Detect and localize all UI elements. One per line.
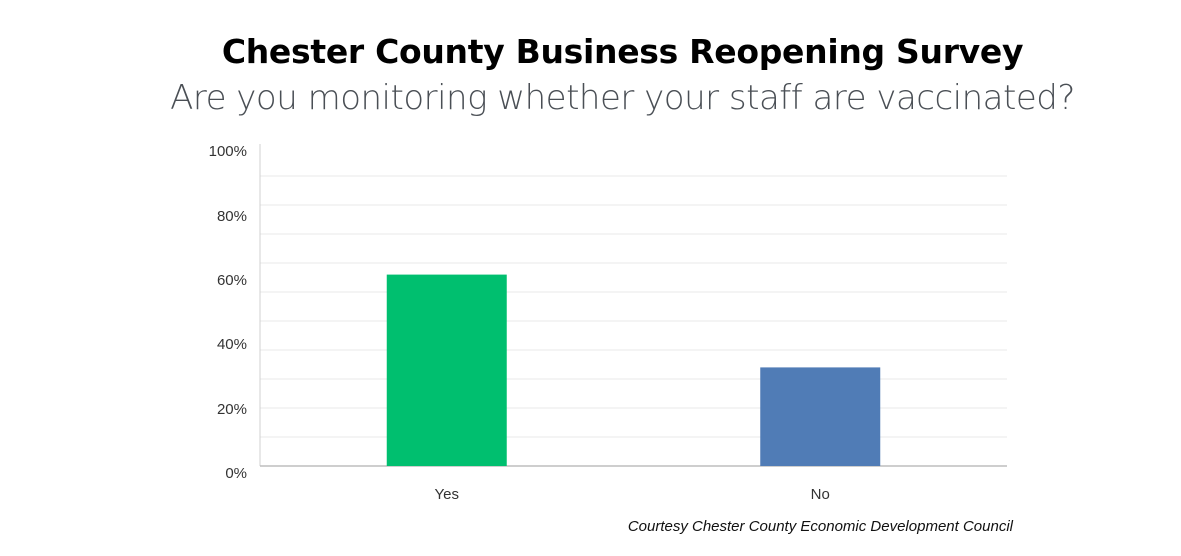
- chart-title: Chester County Business Reopening Survey: [221, 32, 1024, 71]
- bar-yes: [386, 274, 507, 466]
- y-tick-label: 0%: [225, 465, 247, 482]
- source-credit: Courtesy Chester County Economic Develop…: [627, 518, 1013, 535]
- y-tick-label: 20%: [217, 401, 247, 418]
- axes: [259, 144, 1007, 467]
- y-tick-label: 80%: [217, 208, 247, 225]
- x-category-label: Yes: [435, 486, 459, 503]
- bars: [386, 274, 881, 466]
- y-tick-label: 60%: [217, 272, 247, 289]
- y-tick-label: 100%: [209, 143, 247, 160]
- labels: 0% 20% 40% 60% 80% 100% Yes No: [209, 143, 830, 503]
- bar-no: [760, 367, 881, 466]
- gridlines: [260, 175, 1007, 438]
- y-tick-label: 40%: [217, 336, 247, 353]
- chart-subtitle: Are you monitoring whether your staff ar…: [170, 78, 1075, 118]
- x-category-label: No: [811, 486, 830, 503]
